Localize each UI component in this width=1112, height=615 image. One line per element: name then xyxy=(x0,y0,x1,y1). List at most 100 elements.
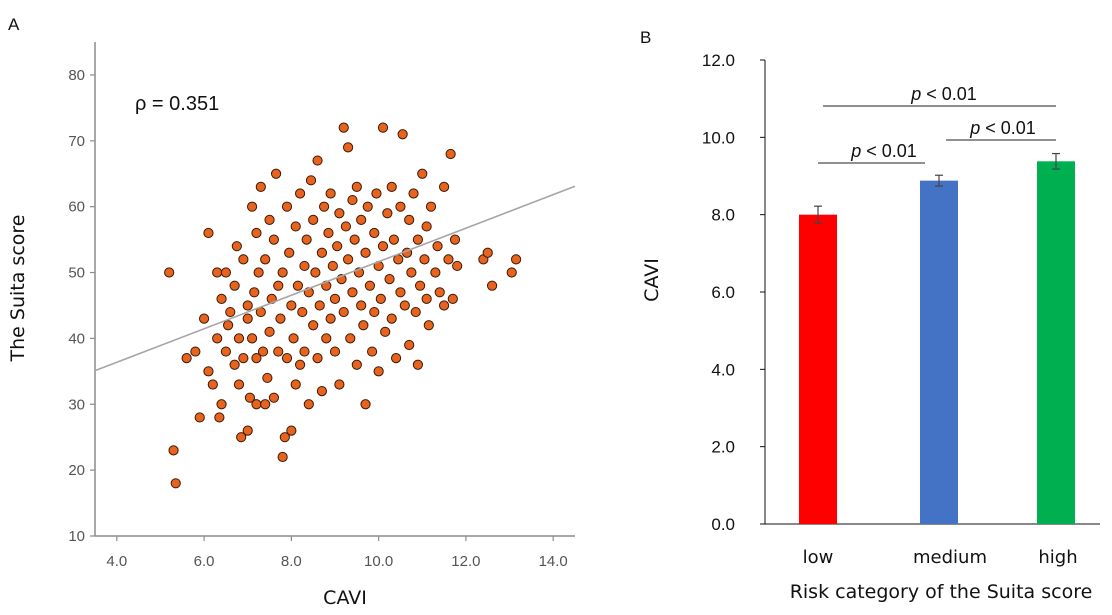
data-point xyxy=(382,208,393,219)
data-point xyxy=(290,221,301,232)
data-point xyxy=(281,201,293,212)
p-threshold: < 0.01 xyxy=(980,118,1036,138)
x-tick-label: 8.0 xyxy=(281,553,302,570)
data-point xyxy=(212,333,223,344)
data-point xyxy=(273,280,284,291)
data-point xyxy=(395,201,406,212)
data-point xyxy=(242,313,253,324)
data-point xyxy=(216,399,227,410)
data-point xyxy=(168,445,179,456)
data-point xyxy=(338,122,349,133)
data-point xyxy=(417,168,428,179)
data-point xyxy=(190,346,201,357)
data-point xyxy=(342,142,354,153)
data-point xyxy=(351,181,362,193)
scatter-y-ticks: 10 20 30 40 50 60 70 80 xyxy=(68,67,95,545)
data-point xyxy=(236,432,247,443)
data-point xyxy=(203,366,214,377)
data-point xyxy=(288,333,299,344)
x-tick-label: 10.0 xyxy=(364,553,393,570)
data-point xyxy=(406,267,417,278)
data-point xyxy=(364,280,376,291)
data-point xyxy=(325,188,336,199)
bars xyxy=(799,152,1075,524)
data-point xyxy=(325,313,336,324)
data-point xyxy=(286,300,297,311)
significance-label: p < 0.01 xyxy=(969,118,1036,138)
data-point xyxy=(299,346,310,357)
data-point xyxy=(314,300,325,311)
data-point xyxy=(275,313,286,324)
data-point xyxy=(222,320,234,331)
data-point xyxy=(292,280,304,291)
data-point xyxy=(286,425,297,436)
data-point xyxy=(170,478,181,489)
data-point xyxy=(432,241,443,252)
data-point xyxy=(305,175,317,186)
significance-brackets: p < 0.01p < 0.01p < 0.01 xyxy=(818,84,1056,164)
data-point xyxy=(203,227,214,239)
data-point xyxy=(421,221,432,232)
regression-line xyxy=(94,185,576,372)
y-tick-label: 10 xyxy=(68,528,85,545)
data-point xyxy=(316,247,328,258)
data-point xyxy=(397,129,408,140)
data-point xyxy=(310,267,321,278)
data-point xyxy=(419,254,430,265)
data-point xyxy=(327,260,338,272)
y-tick-label: 40 xyxy=(68,330,85,347)
data-point xyxy=(510,254,522,265)
p-symbol: p xyxy=(910,84,921,104)
data-point xyxy=(373,366,384,377)
x-tick-label: 14.0 xyxy=(539,553,568,570)
data-point xyxy=(356,214,367,225)
data-point xyxy=(301,234,312,245)
data-point xyxy=(438,181,450,193)
data-point xyxy=(249,287,260,298)
data-point xyxy=(445,148,456,160)
data-point xyxy=(284,247,295,258)
data-point xyxy=(268,234,280,245)
data-point xyxy=(244,392,256,403)
data-point xyxy=(238,353,249,364)
data-point xyxy=(380,326,391,337)
data-point xyxy=(334,379,345,390)
data-point xyxy=(390,353,402,364)
data-point xyxy=(229,280,240,291)
data-point xyxy=(260,399,271,410)
data-point xyxy=(312,353,323,364)
scatter-x-axis-label: CAVI xyxy=(323,587,367,609)
scatter-y-axis-label: The Suita score xyxy=(7,215,29,363)
data-point xyxy=(323,227,334,239)
data-point xyxy=(386,313,397,324)
data-point xyxy=(412,359,424,370)
data-point xyxy=(194,412,205,423)
data-point xyxy=(351,359,362,370)
data-point xyxy=(303,399,314,410)
data-point xyxy=(225,306,236,318)
data-point xyxy=(449,234,461,245)
scatter-x-ticks: 4.0 6.0 8.0 10.0 12.0 14.0 xyxy=(106,536,568,570)
correlation-annotation: ρ = 0.351 xyxy=(135,93,219,115)
data-point xyxy=(362,201,373,212)
data-point xyxy=(369,306,380,318)
data-point xyxy=(220,346,232,357)
y-tick-label: 50 xyxy=(68,265,85,282)
p-symbol: p xyxy=(969,118,980,138)
data-point xyxy=(360,247,371,258)
bar-low xyxy=(799,214,837,524)
data-point xyxy=(329,293,341,304)
x-tick-label: 4.0 xyxy=(106,553,127,570)
y-tick-label: 70 xyxy=(68,133,85,150)
y-tick-label: 2.0 xyxy=(711,438,735,457)
y-tick-label: 60 xyxy=(68,199,85,216)
data-point xyxy=(434,287,445,298)
category-label-medium: medium xyxy=(913,547,987,568)
data-point xyxy=(404,214,415,225)
data-point xyxy=(242,425,253,436)
bar-y-axis-label: CAVI xyxy=(641,258,663,302)
x-tick-label: 12.0 xyxy=(451,553,480,570)
data-point xyxy=(233,379,245,390)
data-point xyxy=(342,254,354,265)
y-tick-label: 0.0 xyxy=(711,515,735,534)
